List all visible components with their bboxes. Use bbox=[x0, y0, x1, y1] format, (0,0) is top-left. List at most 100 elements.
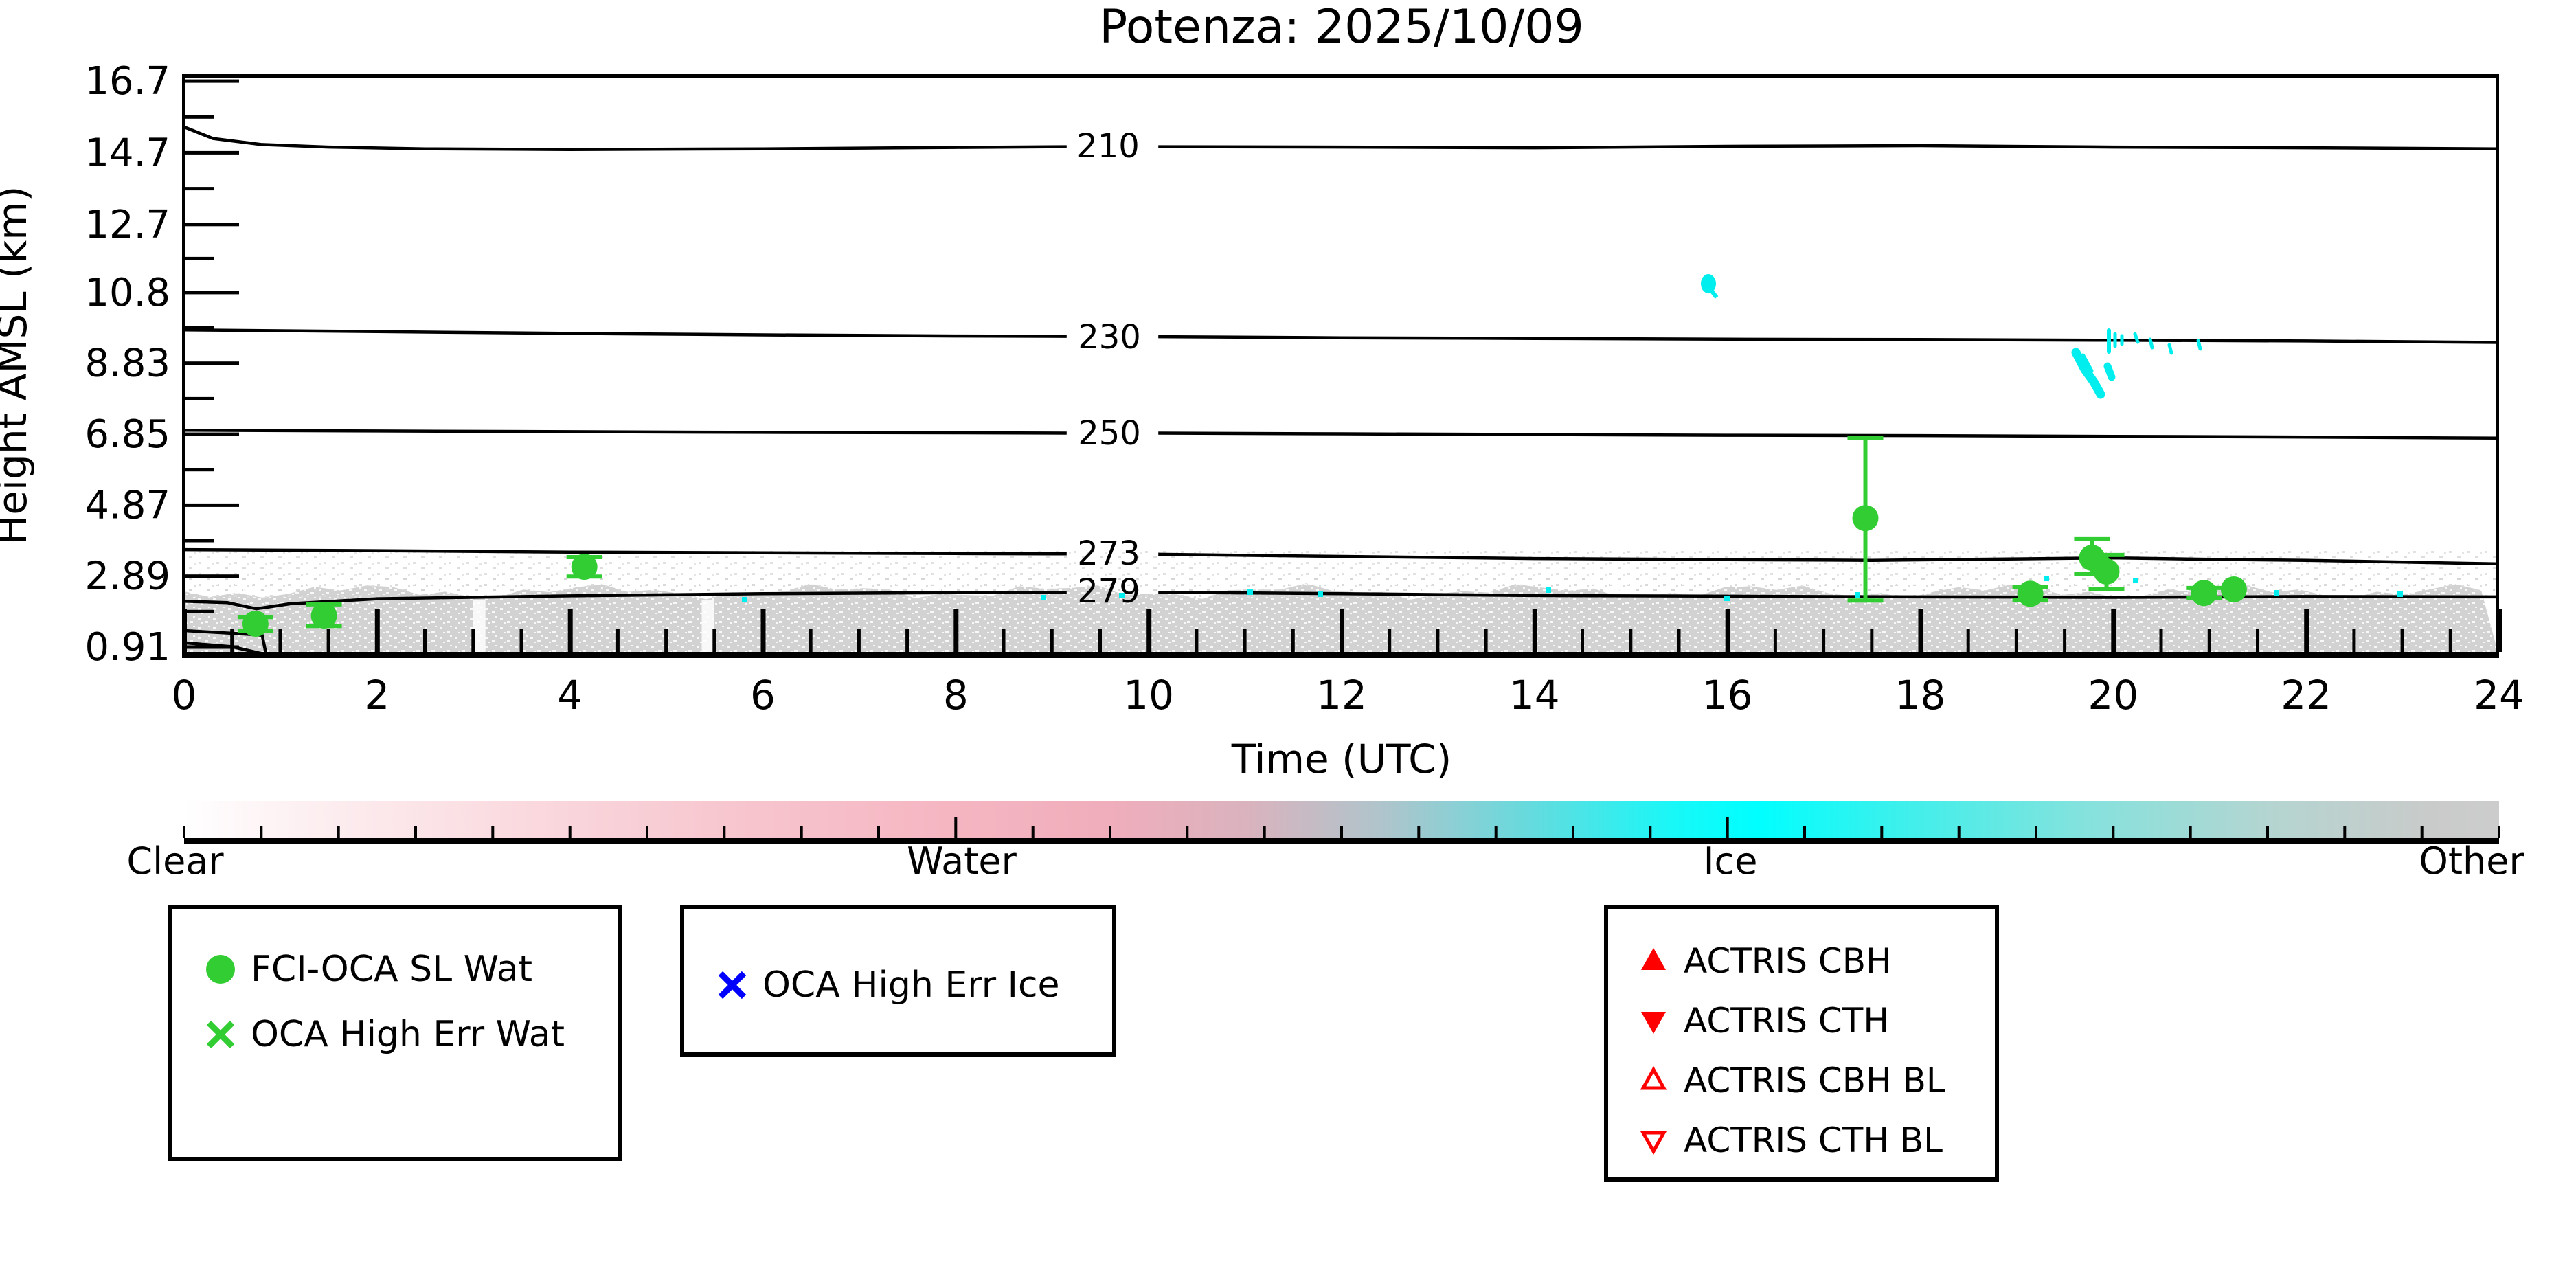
x-minor-tick-1 bbox=[278, 629, 282, 652]
x-minor-tick-11 bbox=[1243, 629, 1247, 652]
ice-streak-6 bbox=[2133, 332, 2140, 344]
x-tick-label-20: 20 bbox=[2088, 672, 2138, 719]
fci-oca-sl-wat-point-6 bbox=[2093, 558, 2120, 585]
colorbar-tick bbox=[2035, 826, 2037, 838]
isotherm-250-right bbox=[1158, 431, 2500, 440]
legend-box-ice: OCA High Err Ice bbox=[680, 905, 1116, 1057]
x-tick-label-22: 22 bbox=[2281, 672, 2331, 719]
x-minor-tick-17.5 bbox=[1870, 629, 1874, 652]
isotherm-label-250: 250 bbox=[1078, 414, 1141, 453]
x-major-tick-8 bbox=[953, 609, 959, 652]
x-minor-tick-21.5 bbox=[2256, 629, 2259, 652]
chart-title: Potenza: 2025/10/09 bbox=[1099, 0, 1584, 54]
colorbar-tick bbox=[337, 826, 340, 838]
y-tick-label-0.91: 0.91 bbox=[84, 625, 170, 670]
x-tick-label-10: 10 bbox=[1123, 672, 1174, 719]
ice-speck bbox=[2397, 591, 2403, 597]
isotherm-210-right bbox=[1158, 144, 2500, 150]
x-tick-label-12: 12 bbox=[1316, 672, 1367, 719]
colorbar-tick bbox=[414, 826, 417, 838]
colorbar-tick bbox=[2498, 826, 2500, 838]
colorbar-tick bbox=[260, 826, 263, 838]
y-minor-tick bbox=[185, 609, 214, 613]
y-major-tick-4.87 bbox=[185, 503, 239, 507]
right-spine bbox=[2496, 74, 2499, 657]
ice-streak-1 bbox=[2080, 353, 2094, 374]
y-major-tick-12.7 bbox=[185, 223, 239, 227]
legend-label: ACTRIS CTH bbox=[1684, 1001, 1889, 1041]
x-minor-tick-4.5 bbox=[615, 629, 620, 652]
x-tick-label-0: 0 bbox=[172, 672, 197, 719]
colorbar-tick bbox=[1263, 826, 1266, 838]
colorbar-label-water: Water bbox=[907, 839, 1017, 883]
y-minor-tick bbox=[185, 539, 214, 543]
x-major-tick-22 bbox=[2304, 609, 2309, 652]
isotherm-279-right bbox=[1158, 590, 2500, 599]
colorbar-tick bbox=[800, 826, 803, 838]
x-minor-tick-23 bbox=[2400, 629, 2404, 652]
isotherm-230-right bbox=[1158, 335, 2500, 344]
ice-pixel-features bbox=[742, 274, 2403, 602]
colorbar-label-ice: Ice bbox=[1704, 839, 1758, 883]
colorbar-tick bbox=[1880, 826, 1884, 838]
isotherm-250-left bbox=[183, 429, 1067, 435]
ice-speck bbox=[1855, 592, 1860, 598]
ice-speck bbox=[2044, 576, 2049, 581]
y-tick-label-14.7: 14.7 bbox=[84, 131, 170, 175]
isotherm-label-279: 279 bbox=[1077, 572, 1140, 611]
top-spine bbox=[182, 74, 2499, 78]
green-x-icon bbox=[206, 1020, 235, 1049]
x-tick-label-8: 8 bbox=[943, 672, 969, 719]
y-minor-tick bbox=[185, 468, 214, 472]
y-minor-tick bbox=[185, 256, 214, 260]
red-triangle-down-open-icon bbox=[1640, 1131, 1667, 1155]
isotherm-label-230: 230 bbox=[1078, 318, 1141, 357]
x-minor-tick-6.5 bbox=[809, 629, 813, 652]
ice-speck bbox=[1119, 593, 1125, 598]
ice-speck bbox=[1724, 596, 1730, 601]
colorbar-tick bbox=[646, 826, 648, 838]
ice-streak-8 bbox=[2167, 343, 2173, 355]
x-minor-tick-2.5 bbox=[423, 629, 427, 652]
isotherm-label-210: 210 bbox=[1076, 127, 1140, 166]
legend-item-actris-cbh: ACTRIS CBH bbox=[1633, 940, 1892, 982]
x-minor-tick-11.5 bbox=[1291, 629, 1295, 652]
bottom-spine bbox=[182, 652, 2499, 658]
x-minor-tick-22.5 bbox=[2352, 629, 2356, 652]
blue-x-icon bbox=[718, 971, 747, 999]
colorbar-label-other: Other bbox=[2419, 839, 2524, 883]
legend-item-fci-oca-sl-wat: FCI-OCA SL Wat bbox=[200, 949, 532, 990]
green-filled-circle-icon bbox=[206, 955, 235, 984]
legend-label: ACTRIS CBH bbox=[1684, 941, 1892, 981]
x-minor-tick-15.5 bbox=[1677, 629, 1681, 652]
x-minor-tick-16.5 bbox=[1773, 629, 1777, 652]
classification-colorbar bbox=[183, 801, 2500, 844]
colorbar-tick bbox=[2343, 826, 2347, 838]
x-minor-tick-10.5 bbox=[1195, 629, 1199, 652]
y-tick-label-16.7: 16.7 bbox=[84, 59, 170, 104]
ice-blob-16utc bbox=[1701, 274, 1716, 293]
y-axis-label: Height AMSL (km) bbox=[0, 186, 36, 545]
colorbar-tick bbox=[1186, 826, 1189, 838]
legend-item-oca-high-err-wat: OCA High Err Wat bbox=[200, 1014, 565, 1055]
fci-oca-sl-wat-point-7 bbox=[2191, 580, 2217, 607]
y-major-tick-2.89 bbox=[185, 574, 239, 578]
x-minor-tick-12.5 bbox=[1388, 629, 1392, 652]
colorbar-tick bbox=[2112, 826, 2115, 838]
colorbar-tick bbox=[2189, 826, 2192, 838]
colorbar-tick bbox=[2420, 826, 2424, 838]
colorbar-tick bbox=[1109, 826, 1111, 838]
isotherm-273-right bbox=[1158, 552, 2500, 566]
colorbar-tick bbox=[1803, 826, 1806, 838]
colorbar-tick bbox=[491, 826, 495, 838]
x-minor-tick-13 bbox=[1436, 629, 1440, 652]
x-minor-tick-3.5 bbox=[519, 629, 523, 652]
legend-item-actris-cbh-bl: ACTRIS CBH BL bbox=[1633, 1060, 1945, 1101]
red-triangle-up-open-icon bbox=[1640, 1065, 1667, 1090]
legend-label: FCI-OCA SL Wat bbox=[251, 949, 532, 990]
x-minor-tick-18.5 bbox=[1966, 629, 1970, 652]
legend-item-actris-cth-bl: ACTRIS CTH BL bbox=[1633, 1120, 1943, 1161]
y-major-tick-10.8 bbox=[185, 291, 239, 295]
